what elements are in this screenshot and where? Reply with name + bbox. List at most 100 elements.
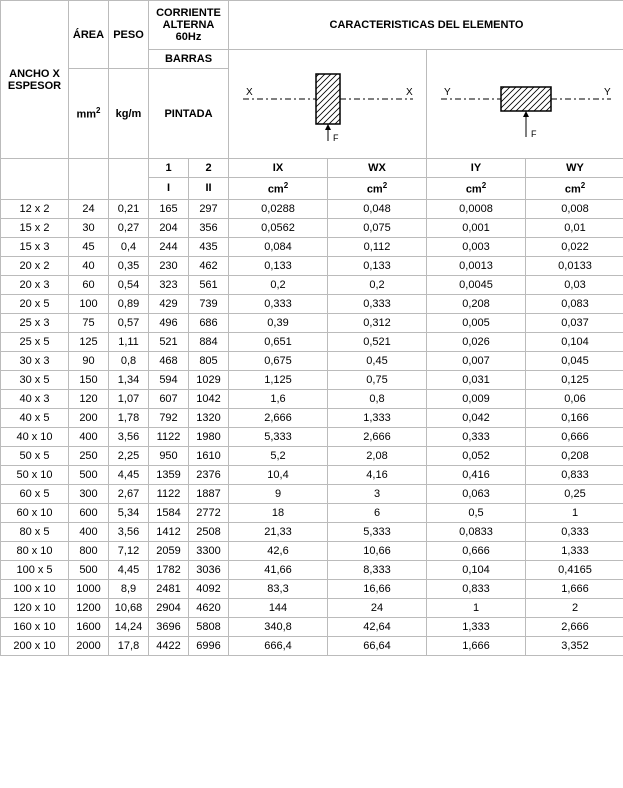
cell-p: 2,67: [109, 484, 149, 503]
hdr-pintada: PINTADA: [149, 69, 229, 159]
cell-iy: 0,0045: [427, 275, 526, 294]
table-row: 15 x 2300,272043560,05620,0750,0010,01: [1, 218, 623, 237]
cell-c1: 3696: [149, 617, 189, 636]
hdr-area: ÁREA: [69, 1, 109, 69]
cell-ix: 0,0562: [229, 218, 328, 237]
table-row: 25 x 51251,115218840,6510,5210,0260,104: [1, 332, 623, 351]
cell-c2: 561: [189, 275, 229, 294]
hdr-ix-unit: cm2: [229, 178, 328, 200]
cell-c2: 805: [189, 351, 229, 370]
cell-wx: 24: [328, 598, 427, 617]
cell-ix: 0,651: [229, 332, 328, 351]
cell-ix: 0,084: [229, 237, 328, 256]
cell-c2: 686: [189, 313, 229, 332]
cell-wy: 0,06: [526, 389, 623, 408]
table-row: 120 x 10120010,68290446201442412: [1, 598, 623, 617]
cell-wx: 4,16: [328, 465, 427, 484]
table-row: 100 x 55004,451782303641,668,3330,1040,4…: [1, 560, 623, 579]
cell-iy: 0,052: [427, 446, 526, 465]
cell-ix: 0,333: [229, 294, 328, 313]
cell-c1: 1122: [149, 484, 189, 503]
cell-iy: 1,666: [427, 636, 526, 655]
cell-c1: 468: [149, 351, 189, 370]
hdr-peso-unit: kg/m: [109, 69, 149, 159]
cell-iy: 0,666: [427, 541, 526, 560]
cell-wx: 16,66: [328, 579, 427, 598]
cell-p: 0,8: [109, 351, 149, 370]
cell-wy: 0,333: [526, 522, 623, 541]
cell-p: 0,57: [109, 313, 149, 332]
cell-a: 500: [69, 560, 109, 579]
cell-p: 1,34: [109, 370, 149, 389]
table-body: 12 x 2240,211652970,02880,0480,00080,008…: [1, 199, 623, 655]
cell-wx: 6: [328, 503, 427, 522]
cell-ix: 18: [229, 503, 328, 522]
cell-p: 10,68: [109, 598, 149, 617]
cell-a: 1000: [69, 579, 109, 598]
section-x-icon: X X F: [238, 59, 418, 149]
cell-wx: 10,66: [328, 541, 427, 560]
cell-c1: 1782: [149, 560, 189, 579]
cell-wy: 0,008: [526, 199, 623, 218]
cell-d: 60 x 5: [1, 484, 69, 503]
cell-a: 45: [69, 237, 109, 256]
cell-p: 2,25: [109, 446, 149, 465]
cell-a: 60: [69, 275, 109, 294]
cell-c1: 429: [149, 294, 189, 313]
diagram-x-cell: X X F: [229, 50, 427, 159]
cell-c1: 230: [149, 256, 189, 275]
cell-wy: 0,0133: [526, 256, 623, 275]
cell-ix: 1,6: [229, 389, 328, 408]
cell-p: 0,4: [109, 237, 149, 256]
cell-iy: 1: [427, 598, 526, 617]
table-row: 160 x 10160014,2436965808340,842,641,333…: [1, 617, 623, 636]
cell-wx: 0,075: [328, 218, 427, 237]
cell-d: 30 x 3: [1, 351, 69, 370]
cell-p: 14,24: [109, 617, 149, 636]
cell-a: 1600: [69, 617, 109, 636]
hdr-cii: II: [189, 178, 229, 200]
cell-ix: 41,66: [229, 560, 328, 579]
table-row: 30 x 3900,84688050,6750,450,0070,045: [1, 351, 623, 370]
cell-a: 300: [69, 484, 109, 503]
cell-p: 4,45: [109, 465, 149, 484]
cell-d: 12 x 2: [1, 199, 69, 218]
hdr-c2: 2: [189, 159, 229, 178]
cell-p: 1,78: [109, 408, 149, 427]
cell-wy: 0,208: [526, 446, 623, 465]
cell-a: 250: [69, 446, 109, 465]
cell-iy: 0,0833: [427, 522, 526, 541]
cell-c2: 297: [189, 199, 229, 218]
cell-p: 1,07: [109, 389, 149, 408]
cell-d: 15 x 3: [1, 237, 69, 256]
cell-c2: 2508: [189, 522, 229, 541]
cell-a: 100: [69, 294, 109, 313]
hdr-wx: WX: [328, 159, 427, 178]
cell-wy: 0,104: [526, 332, 623, 351]
cell-a: 150: [69, 370, 109, 389]
cell-c1: 950: [149, 446, 189, 465]
cell-c2: 1980: [189, 427, 229, 446]
cell-p: 0,54: [109, 275, 149, 294]
cell-p: 0,27: [109, 218, 149, 237]
cell-ix: 21,33: [229, 522, 328, 541]
cell-c1: 1359: [149, 465, 189, 484]
hdr-ci: I: [149, 178, 189, 200]
cell-wx: 2,666: [328, 427, 427, 446]
table-row: 15 x 3450,42444350,0840,1120,0030,022: [1, 237, 623, 256]
cell-c1: 594: [149, 370, 189, 389]
cell-ix: 5,2: [229, 446, 328, 465]
cell-a: 1200: [69, 598, 109, 617]
cell-d: 200 x 10: [1, 636, 69, 655]
hdr-corriente: CORRIENTE ALTERNA 60Hz: [149, 1, 229, 50]
cell-c1: 607: [149, 389, 189, 408]
cell-wx: 42,64: [328, 617, 427, 636]
cell-wx: 2,08: [328, 446, 427, 465]
cell-p: 7,12: [109, 541, 149, 560]
diag-y-right-label: Y: [604, 87, 611, 98]
cell-d: 20 x 5: [1, 294, 69, 313]
cell-wx: 0,333: [328, 294, 427, 313]
cell-ix: 83,3: [229, 579, 328, 598]
diagram-y-cell: Y Y F: [427, 50, 623, 159]
cell-wx: 0,521: [328, 332, 427, 351]
